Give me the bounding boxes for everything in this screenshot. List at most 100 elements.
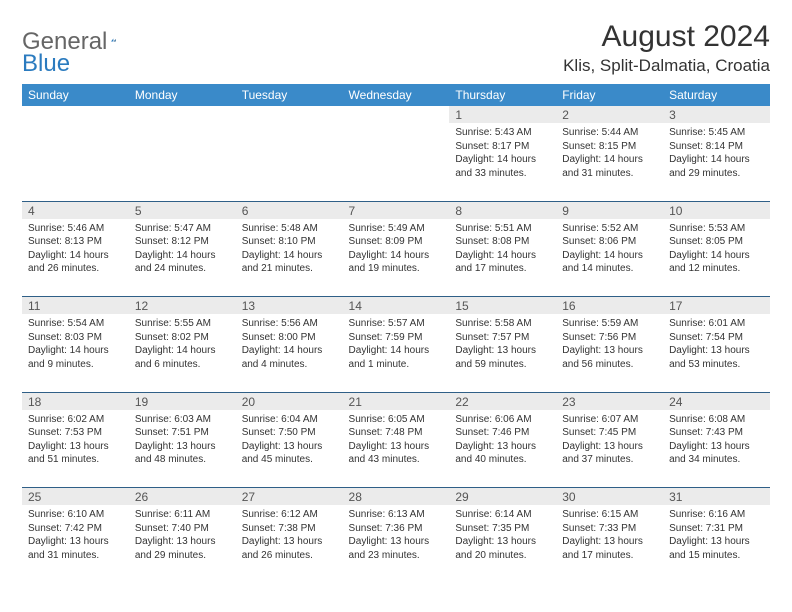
dayhead-wed: Wednesday: [343, 84, 450, 106]
day-number: 3: [663, 106, 770, 123]
daylight-line-2: and 1 minute.: [349, 358, 444, 372]
daylight-line-2: and 12 minutes.: [669, 262, 764, 276]
day-cell: Sunrise: 5:46 AMSunset: 8:13 PMDaylight:…: [22, 219, 129, 297]
day-cell: Sunrise: 5:43 AMSunset: 8:17 PMDaylight:…: [449, 123, 556, 201]
daylight-line-1: Daylight: 13 hours: [562, 344, 657, 358]
daylight-line-2: and 53 minutes.: [669, 358, 764, 372]
dayhead-fri: Friday: [556, 84, 663, 106]
day-cell: Sunrise: 6:03 AMSunset: 7:51 PMDaylight:…: [129, 410, 236, 488]
sunset-line: Sunset: 8:00 PM: [242, 331, 337, 345]
sunset-line: Sunset: 7:48 PM: [349, 426, 444, 440]
daylight-line-2: and 29 minutes.: [135, 549, 230, 563]
day-cell: Sunrise: 6:10 AMSunset: 7:42 PMDaylight:…: [22, 505, 129, 583]
sunrise-line: Sunrise: 5:49 AM: [349, 222, 444, 236]
daylight-line-2: and 43 minutes.: [349, 453, 444, 467]
day-number: 28: [343, 488, 450, 506]
day-cell: Sunrise: 6:07 AMSunset: 7:45 PMDaylight:…: [556, 410, 663, 488]
day-number: [343, 106, 450, 123]
dayhead-sun: Sunday: [22, 84, 129, 106]
day-cell: Sunrise: 5:44 AMSunset: 8:15 PMDaylight:…: [556, 123, 663, 201]
day-number: 31: [663, 488, 770, 506]
sunrise-line: Sunrise: 6:11 AM: [135, 508, 230, 522]
sunset-line: Sunset: 7:36 PM: [349, 522, 444, 536]
daylight-line-2: and 51 minutes.: [28, 453, 123, 467]
day-number: 18: [22, 392, 129, 410]
day-number: [129, 106, 236, 123]
daynum-row: 45678910: [22, 201, 770, 219]
daylight-line-2: and 17 minutes.: [455, 262, 550, 276]
daylight-line-1: Daylight: 14 hours: [242, 344, 337, 358]
day-number: 26: [129, 488, 236, 506]
sunset-line: Sunset: 7:45 PM: [562, 426, 657, 440]
daylight-line-2: and 15 minutes.: [669, 549, 764, 563]
day-cell: Sunrise: 6:14 AMSunset: 7:35 PMDaylight:…: [449, 505, 556, 583]
day-cell: Sunrise: 6:01 AMSunset: 7:54 PMDaylight:…: [663, 314, 770, 392]
sunset-line: Sunset: 8:09 PM: [349, 235, 444, 249]
day-number: 11: [22, 297, 129, 315]
dayhead-sat: Saturday: [663, 84, 770, 106]
sunset-line: Sunset: 8:05 PM: [669, 235, 764, 249]
day-number: 22: [449, 392, 556, 410]
daylight-line-1: Daylight: 14 hours: [562, 249, 657, 263]
daylight-line-2: and 31 minutes.: [562, 167, 657, 181]
day-cell: Sunrise: 6:04 AMSunset: 7:50 PMDaylight:…: [236, 410, 343, 488]
day-cell: Sunrise: 6:12 AMSunset: 7:38 PMDaylight:…: [236, 505, 343, 583]
day-cell: Sunrise: 5:47 AMSunset: 8:12 PMDaylight:…: [129, 219, 236, 297]
week-row: Sunrise: 5:54 AMSunset: 8:03 PMDaylight:…: [22, 314, 770, 392]
week-row: Sunrise: 6:02 AMSunset: 7:53 PMDaylight:…: [22, 410, 770, 488]
logo-word2: Blue: [22, 50, 70, 78]
day-number: 4: [22, 201, 129, 219]
sunrise-line: Sunrise: 6:07 AM: [562, 413, 657, 427]
month-title: August 2024: [563, 20, 770, 54]
daylight-line-1: Daylight: 13 hours: [455, 344, 550, 358]
sunrise-line: Sunrise: 5:45 AM: [669, 126, 764, 140]
day-cell: Sunrise: 6:05 AMSunset: 7:48 PMDaylight:…: [343, 410, 450, 488]
sunset-line: Sunset: 7:33 PM: [562, 522, 657, 536]
daylight-line-2: and 6 minutes.: [135, 358, 230, 372]
sunset-line: Sunset: 7:31 PM: [669, 522, 764, 536]
sunrise-line: Sunrise: 5:55 AM: [135, 317, 230, 331]
sunset-line: Sunset: 8:03 PM: [28, 331, 123, 345]
daylight-line-2: and 23 minutes.: [349, 549, 444, 563]
sunrise-line: Sunrise: 6:10 AM: [28, 508, 123, 522]
daylight-line-2: and 29 minutes.: [669, 167, 764, 181]
week-row: Sunrise: 5:46 AMSunset: 8:13 PMDaylight:…: [22, 219, 770, 297]
day-cell: Sunrise: 5:48 AMSunset: 8:10 PMDaylight:…: [236, 219, 343, 297]
daylight-line-2: and 45 minutes.: [242, 453, 337, 467]
day-number: [236, 106, 343, 123]
daylight-line-1: Daylight: 13 hours: [242, 440, 337, 454]
header: General August 2024 Klis, Split-Dalmatia…: [22, 20, 770, 76]
daylight-line-2: and 48 minutes.: [135, 453, 230, 467]
sunrise-line: Sunrise: 5:43 AM: [455, 126, 550, 140]
day-number: 8: [449, 201, 556, 219]
daylight-line-1: Daylight: 14 hours: [455, 153, 550, 167]
day-number: 14: [343, 297, 450, 315]
sunrise-line: Sunrise: 5:59 AM: [562, 317, 657, 331]
daylight-line-1: Daylight: 13 hours: [135, 535, 230, 549]
day-number: 15: [449, 297, 556, 315]
day-number: 13: [236, 297, 343, 315]
day-number: 10: [663, 201, 770, 219]
day-cell: Sunrise: 5:56 AMSunset: 8:00 PMDaylight:…: [236, 314, 343, 392]
daynum-row: 123: [22, 106, 770, 123]
day-number: 21: [343, 392, 450, 410]
sunset-line: Sunset: 7:54 PM: [669, 331, 764, 345]
day-cell: [22, 123, 129, 201]
sunset-line: Sunset: 7:56 PM: [562, 331, 657, 345]
dayhead-thu: Thursday: [449, 84, 556, 106]
day-number: 30: [556, 488, 663, 506]
sunset-line: Sunset: 8:15 PM: [562, 140, 657, 154]
day-number: 27: [236, 488, 343, 506]
title-block: August 2024 Klis, Split-Dalmatia, Croati…: [563, 20, 770, 76]
daylight-line-2: and 26 minutes.: [28, 262, 123, 276]
day-cell: Sunrise: 5:52 AMSunset: 8:06 PMDaylight:…: [556, 219, 663, 297]
sunset-line: Sunset: 8:02 PM: [135, 331, 230, 345]
sunrise-line: Sunrise: 5:48 AM: [242, 222, 337, 236]
daylight-line-1: Daylight: 13 hours: [349, 440, 444, 454]
day-number: 19: [129, 392, 236, 410]
day-number: 25: [22, 488, 129, 506]
day-cell: [236, 123, 343, 201]
sunrise-line: Sunrise: 5:46 AM: [28, 222, 123, 236]
daylight-line-1: Daylight: 13 hours: [242, 535, 337, 549]
day-cell: Sunrise: 6:13 AMSunset: 7:36 PMDaylight:…: [343, 505, 450, 583]
